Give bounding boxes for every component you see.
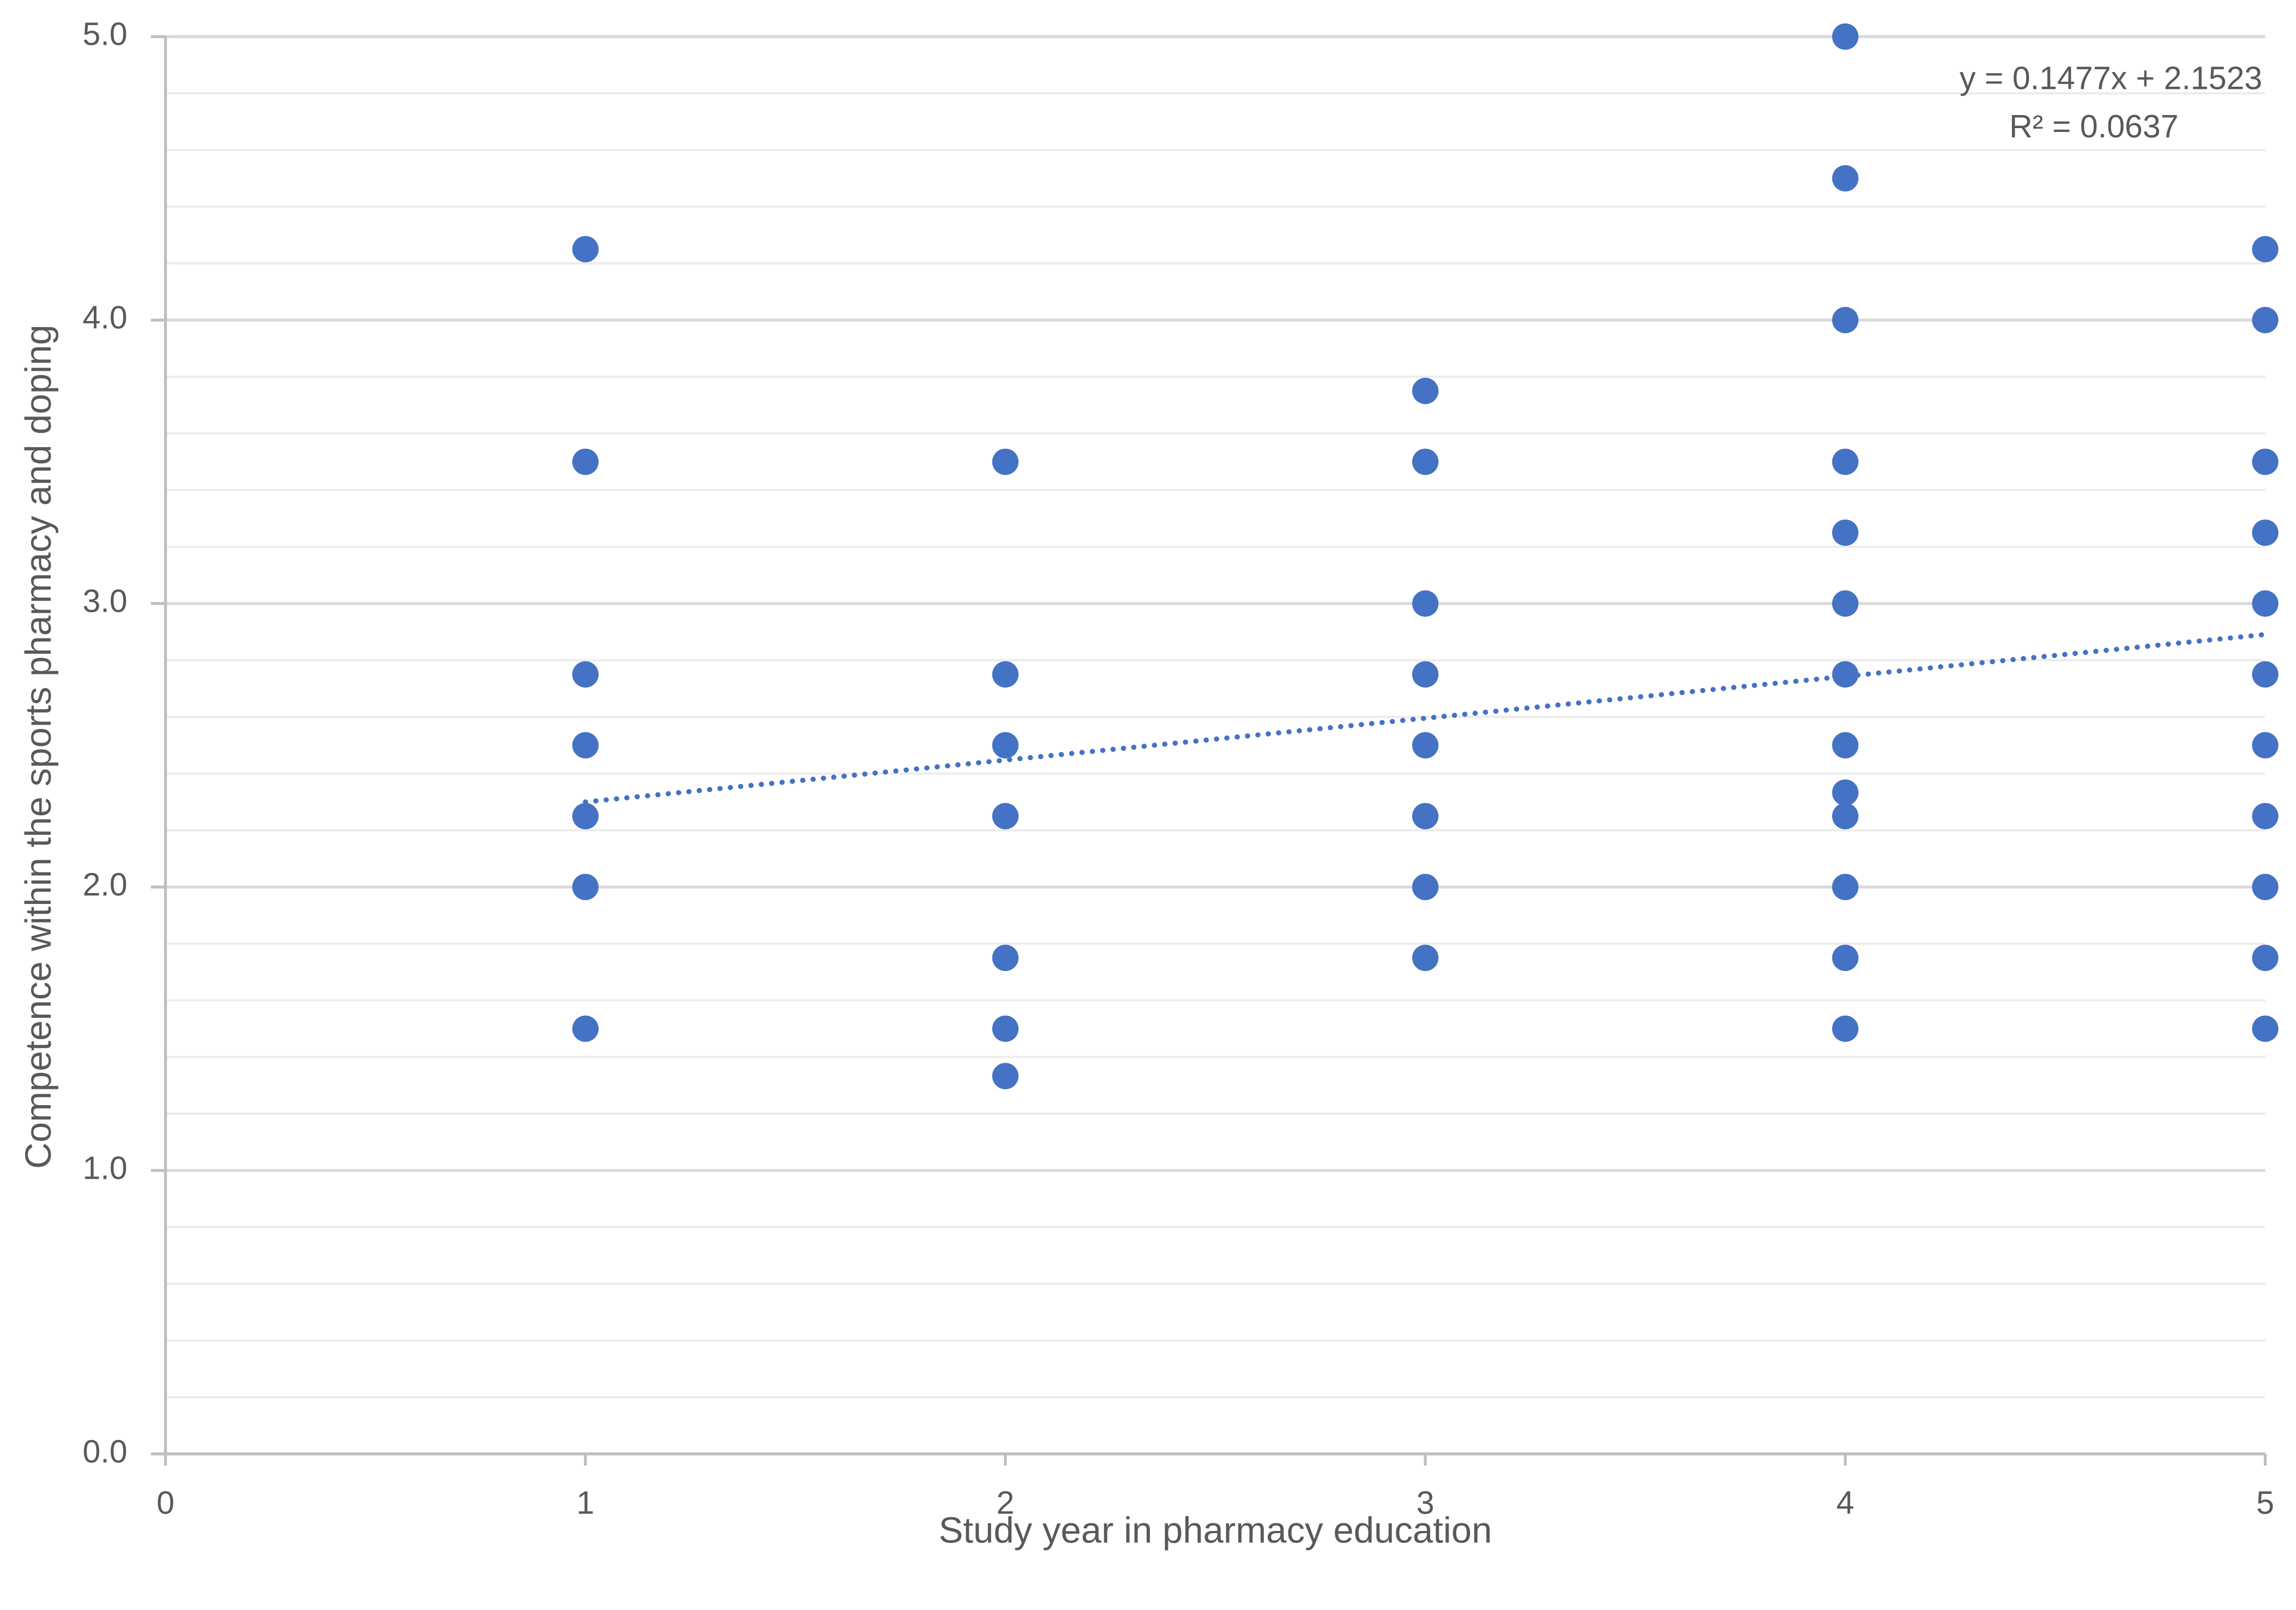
data-point: [2252, 873, 2279, 901]
x-tick-label: 4: [1836, 1485, 1854, 1521]
data-point: [2252, 306, 2279, 334]
data-point: [1832, 165, 1859, 192]
x-axis-label: Study year in pharmacy education: [939, 1510, 1492, 1551]
data-point: [2252, 803, 2279, 830]
data-point: [1832, 803, 1859, 830]
x-tick-label: 3: [1417, 1485, 1435, 1521]
data-point: [1412, 590, 1439, 617]
data-point: [1832, 661, 1859, 688]
y-tick-label: 1.0: [83, 1150, 128, 1186]
data-point: [1832, 873, 1859, 901]
data-point: [1832, 779, 1859, 806]
x-tick-label: 0: [156, 1485, 174, 1521]
data-point: [2252, 236, 2279, 263]
data-point: [572, 236, 599, 263]
data-point: [572, 873, 599, 901]
x-tick-label: 1: [576, 1485, 594, 1521]
data-point: [572, 1015, 599, 1042]
data-point: [2252, 590, 2279, 617]
data-point: [1412, 944, 1439, 972]
data-point: [1832, 944, 1859, 972]
data-point: [992, 1015, 1019, 1042]
data-point: [1412, 377, 1439, 405]
x-tick-label: 2: [997, 1485, 1015, 1521]
trendline: [583, 632, 2268, 805]
data-point: [1412, 448, 1439, 475]
data-point: [1832, 23, 1859, 50]
data-point: [2252, 732, 2279, 759]
data-point: [1412, 803, 1439, 830]
y-tick-label: 4.0: [83, 300, 128, 336]
data-point: [992, 1063, 1019, 1089]
data-point: [992, 661, 1019, 688]
trendline-equation: y = 0.1477x + 2.1523: [1960, 60, 2262, 96]
data-point: [2252, 519, 2279, 546]
data-point: [1412, 661, 1439, 688]
data-point: [572, 661, 599, 688]
y-tick-label: 2.0: [83, 866, 128, 902]
data-point: [2252, 448, 2279, 475]
data-point: [1832, 306, 1859, 334]
x-tick-label: 5: [2256, 1485, 2274, 1521]
data-point: [572, 803, 599, 830]
data-point: [992, 944, 1019, 972]
data-point: [1832, 448, 1859, 475]
data-point: [1832, 1015, 1859, 1042]
data-point: [572, 448, 599, 475]
y-tick-label: 0.0: [83, 1433, 128, 1469]
trendline-r-squared: R² = 0.0637: [2009, 108, 2178, 144]
data-point: [1412, 732, 1439, 759]
data-point: [1832, 519, 1859, 546]
data-point: [992, 448, 1019, 475]
data-point: [572, 732, 599, 759]
data-point: [992, 732, 1019, 759]
y-axis-label: Competence within the sports pharmacy an…: [18, 324, 59, 1169]
data-point: [992, 803, 1019, 830]
y-tick-label: 5.0: [83, 16, 128, 52]
data-point: [1412, 873, 1439, 901]
data-point: [1832, 590, 1859, 617]
data-point: [2252, 944, 2279, 972]
data-point: [1832, 732, 1859, 759]
y-tick-label: 3.0: [83, 583, 128, 619]
data-point: [2252, 661, 2279, 688]
data-point: [2252, 1015, 2279, 1042]
